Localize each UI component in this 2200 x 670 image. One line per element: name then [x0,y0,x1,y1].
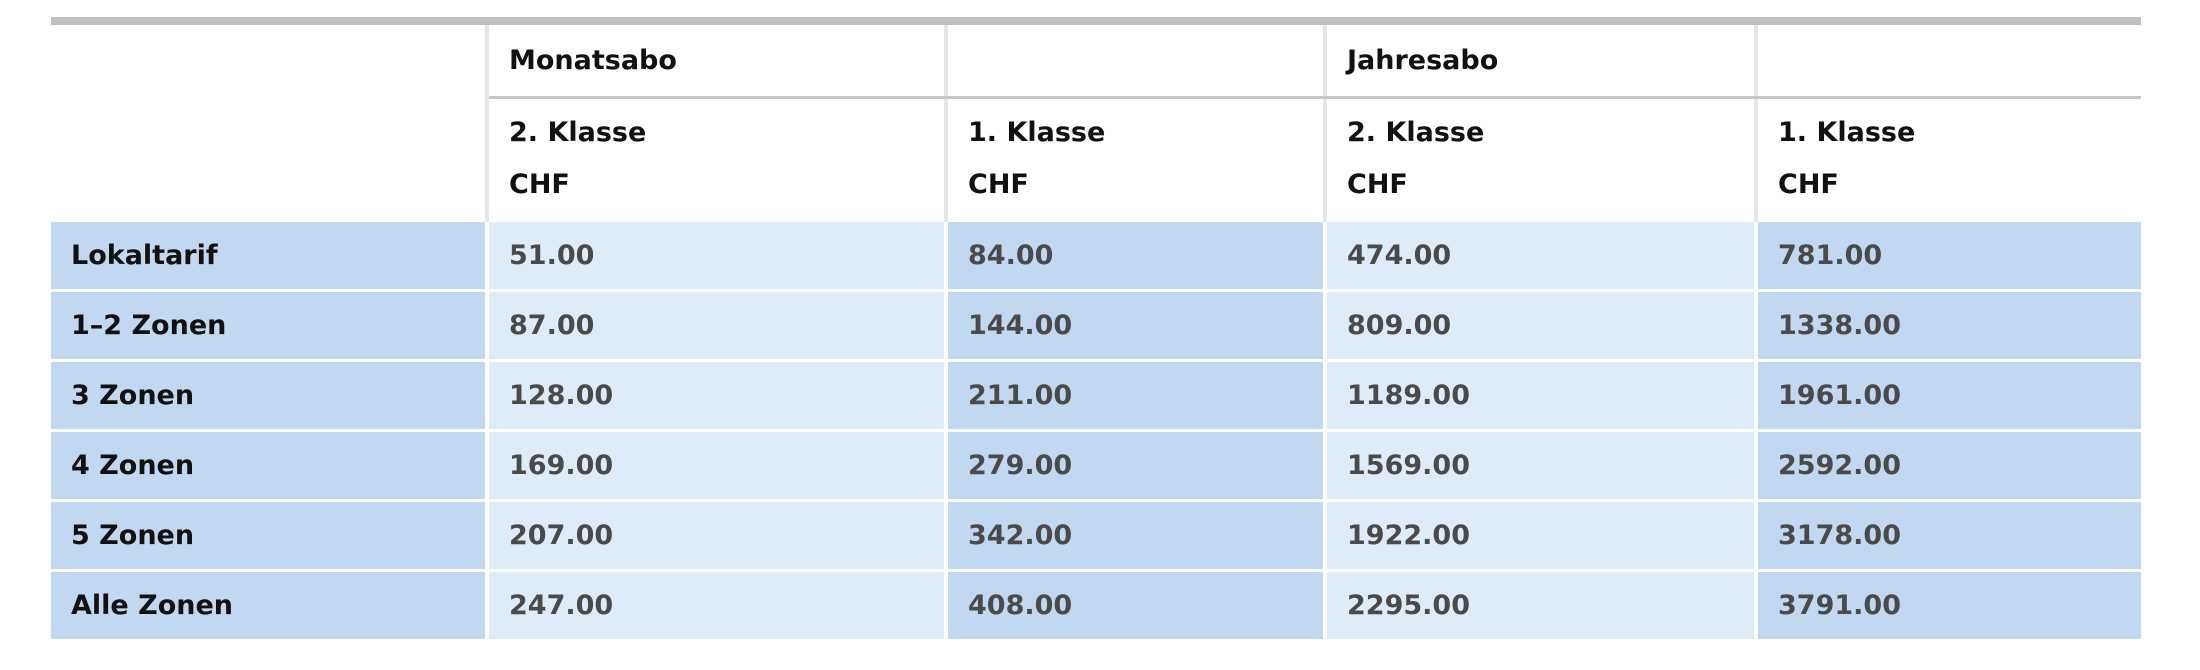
table-top-rule [51,17,2141,25]
row-label: 4 Zonen [51,432,485,499]
price-cell: 207.00 [489,502,944,569]
header-divider [485,25,489,222]
price-cell: 169.00 [489,432,944,499]
price-cell: 342.00 [948,502,1323,569]
price-cell: 51.00 [489,222,944,289]
price-cell: 144.00 [948,292,1323,359]
column-header-klasse: 1. Klasse [968,117,1106,148]
header-divider [944,25,948,222]
price-cell: 781.00 [1758,222,2141,289]
table-row: 5 Zonen 207.00 342.00 1922.00 3178.00 [51,502,2141,569]
column-header-currency: CHF [509,169,570,200]
price-cell: 247.00 [489,572,944,639]
price-cell: 1961.00 [1758,362,2141,429]
price-cell: 474.00 [1327,222,1754,289]
table-row: 1–2 Zonen 87.00 144.00 809.00 1338.00 [51,292,2141,359]
group-header-underline [489,96,2141,99]
row-label: 1–2 Zonen [51,292,485,359]
group-header-monatsabo: Monatsabo [509,45,677,76]
header-divider [1754,25,1758,222]
row-label: 3 Zonen [51,362,485,429]
price-cell: 2592.00 [1758,432,2141,499]
price-cell: 2295.00 [1327,572,1754,639]
price-cell: 3178.00 [1758,502,2141,569]
price-cell: 84.00 [948,222,1323,289]
row-label: Alle Zonen [51,572,485,639]
table-row: 4 Zonen 169.00 279.00 1569.00 2592.00 [51,432,2141,499]
price-cell: 1338.00 [1758,292,2141,359]
price-cell: 1569.00 [1327,432,1754,499]
price-cell: 87.00 [489,292,944,359]
table-row: Lokaltarif 51.00 84.00 474.00 781.00 [51,222,2141,289]
column-header-currency: CHF [968,169,1029,200]
table-row: 3 Zonen 128.00 211.00 1189.00 1961.00 [51,362,2141,429]
column-header-klasse: 2. Klasse [509,117,647,148]
price-cell: 809.00 [1327,292,1754,359]
column-header-currency: CHF [1778,169,1839,200]
column-header-klasse: 2. Klasse [1347,117,1485,148]
group-header-jahresabo: Jahresabo [1347,45,1499,76]
row-label: Lokaltarif [51,222,485,289]
price-cell: 128.00 [489,362,944,429]
row-label: 5 Zonen [51,502,485,569]
price-cell: 211.00 [948,362,1323,429]
price-cell: 3791.00 [1758,572,2141,639]
column-header-currency: CHF [1347,169,1408,200]
table-row: Alle Zonen 247.00 408.00 2295.00 3791.00 [51,572,2141,639]
price-cell: 408.00 [948,572,1323,639]
price-cell: 1189.00 [1327,362,1754,429]
column-header-klasse: 1. Klasse [1778,117,1916,148]
price-cell: 279.00 [948,432,1323,499]
header-divider [1323,25,1327,222]
price-cell: 1922.00 [1327,502,1754,569]
